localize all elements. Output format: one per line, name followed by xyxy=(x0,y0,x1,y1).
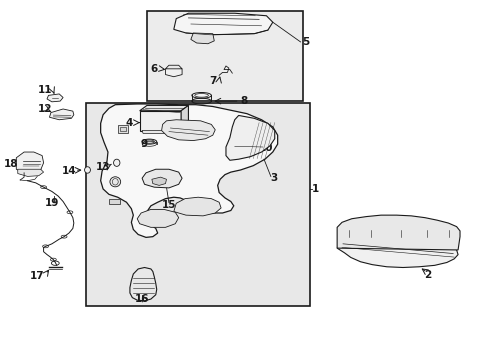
Polygon shape xyxy=(173,197,221,216)
Text: 6: 6 xyxy=(150,64,158,74)
Text: 5: 5 xyxy=(301,37,308,47)
Ellipse shape xyxy=(84,167,90,173)
Bar xyxy=(147,12,303,101)
Polygon shape xyxy=(47,94,63,102)
Polygon shape xyxy=(336,237,457,267)
Text: 12: 12 xyxy=(38,104,53,114)
Polygon shape xyxy=(181,105,188,131)
Text: 7: 7 xyxy=(209,76,216,86)
Polygon shape xyxy=(140,111,181,131)
Polygon shape xyxy=(173,13,272,35)
Polygon shape xyxy=(16,152,43,173)
Text: 11: 11 xyxy=(38,85,53,95)
Polygon shape xyxy=(137,210,178,227)
Polygon shape xyxy=(165,65,182,69)
Text: 3: 3 xyxy=(269,173,277,183)
Polygon shape xyxy=(140,105,188,111)
Text: 1: 1 xyxy=(311,184,318,194)
Polygon shape xyxy=(225,116,274,160)
Text: 4: 4 xyxy=(125,118,133,128)
Text: 10: 10 xyxy=(259,143,273,153)
Polygon shape xyxy=(161,120,215,140)
Polygon shape xyxy=(229,141,266,152)
Polygon shape xyxy=(142,131,180,134)
Polygon shape xyxy=(152,177,166,185)
Text: 15: 15 xyxy=(162,200,176,210)
Text: 13: 13 xyxy=(96,162,110,172)
Polygon shape xyxy=(190,33,214,44)
Bar xyxy=(86,103,310,306)
Ellipse shape xyxy=(113,159,120,166)
Text: 19: 19 xyxy=(44,198,59,208)
Text: 8: 8 xyxy=(241,96,247,106)
Text: 17: 17 xyxy=(30,271,44,281)
Ellipse shape xyxy=(191,93,211,98)
Text: 14: 14 xyxy=(61,166,76,176)
Text: 2: 2 xyxy=(423,270,430,280)
Ellipse shape xyxy=(110,177,121,187)
Ellipse shape xyxy=(142,139,157,144)
Text: 18: 18 xyxy=(4,159,19,169)
Polygon shape xyxy=(165,67,182,77)
Polygon shape xyxy=(18,169,43,176)
Polygon shape xyxy=(120,127,126,131)
Polygon shape xyxy=(142,169,182,188)
Polygon shape xyxy=(49,109,74,120)
Polygon shape xyxy=(130,267,157,301)
Polygon shape xyxy=(101,104,277,237)
Polygon shape xyxy=(109,199,120,204)
Polygon shape xyxy=(118,126,128,133)
Text: 9: 9 xyxy=(141,139,148,149)
Polygon shape xyxy=(336,215,459,250)
Text: 16: 16 xyxy=(135,294,149,304)
